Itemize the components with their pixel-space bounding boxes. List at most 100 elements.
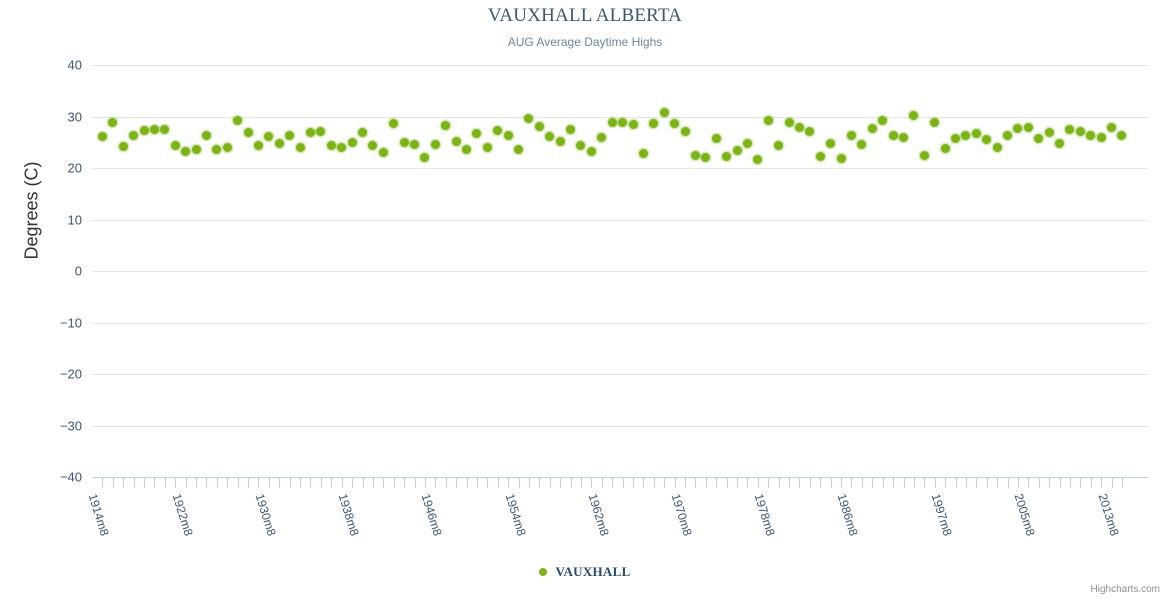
data-point[interactable]	[233, 115, 243, 125]
data-point[interactable]	[222, 142, 232, 152]
data-point[interactable]	[389, 119, 399, 129]
data-point[interactable]	[108, 118, 118, 128]
data-point[interactable]	[1055, 139, 1065, 149]
data-point[interactable]	[628, 119, 638, 129]
data-point[interactable]	[826, 139, 836, 149]
data-point[interactable]	[534, 122, 544, 132]
data-point[interactable]	[316, 126, 326, 136]
data-point[interactable]	[784, 117, 794, 127]
data-point[interactable]	[1096, 132, 1106, 142]
data-point[interactable]	[649, 119, 659, 129]
data-point[interactable]	[368, 140, 378, 150]
data-point[interactable]	[1034, 133, 1044, 143]
data-point[interactable]	[857, 140, 867, 150]
data-point[interactable]	[430, 139, 440, 149]
data-point[interactable]	[722, 152, 732, 162]
data-point[interactable]	[482, 142, 492, 152]
data-point[interactable]	[774, 141, 784, 151]
data-point[interactable]	[295, 142, 305, 152]
data-point[interactable]	[961, 130, 971, 140]
data-point[interactable]	[462, 144, 472, 154]
data-point[interactable]	[170, 141, 180, 151]
data-point[interactable]	[410, 140, 420, 150]
data-point[interactable]	[1003, 130, 1013, 140]
legend-item-vauxhall[interactable]: VAUXHALL	[539, 563, 630, 581]
data-point[interactable]	[201, 130, 211, 140]
data-point[interactable]	[451, 136, 461, 146]
data-point[interactable]	[1107, 123, 1117, 133]
data-point[interactable]	[493, 125, 503, 135]
data-point[interactable]	[742, 138, 752, 148]
data-point[interactable]	[836, 154, 846, 164]
data-point[interactable]	[545, 131, 555, 141]
data-point[interactable]	[940, 143, 950, 153]
data-point[interactable]	[846, 130, 856, 140]
data-point[interactable]	[503, 131, 513, 141]
data-point[interactable]	[951, 133, 961, 143]
data-point[interactable]	[888, 131, 898, 141]
data-point[interactable]	[659, 107, 669, 117]
data-point[interactable]	[899, 133, 908, 143]
data-point[interactable]	[690, 151, 700, 161]
data-point[interactable]	[441, 121, 451, 131]
data-point[interactable]	[305, 127, 315, 137]
data-point[interactable]	[1065, 125, 1075, 135]
data-point[interactable]	[253, 140, 263, 150]
data-point[interactable]	[597, 132, 607, 142]
data-point[interactable]	[399, 137, 409, 147]
data-point[interactable]	[753, 154, 763, 164]
data-point[interactable]	[794, 122, 804, 132]
data-point[interactable]	[139, 125, 149, 135]
data-point[interactable]	[1023, 123, 1033, 133]
data-point[interactable]	[1013, 123, 1023, 133]
data-point[interactable]	[274, 139, 284, 149]
data-point[interactable]	[191, 145, 201, 155]
data-point[interactable]	[524, 114, 534, 124]
data-point[interactable]	[129, 131, 139, 141]
data-point[interactable]	[805, 127, 815, 137]
data-point[interactable]	[326, 140, 336, 150]
data-point[interactable]	[181, 147, 191, 157]
data-point[interactable]	[763, 116, 773, 126]
data-point[interactable]	[264, 131, 274, 141]
data-point[interactable]	[670, 119, 680, 129]
data-point[interactable]	[1117, 130, 1127, 140]
data-point[interactable]	[160, 125, 170, 135]
data-point[interactable]	[638, 148, 648, 158]
data-point[interactable]	[118, 141, 128, 151]
data-point[interactable]	[815, 152, 825, 162]
data-point[interactable]	[909, 111, 919, 121]
data-point[interactable]	[982, 134, 992, 144]
data-point[interactable]	[337, 143, 347, 153]
data-point[interactable]	[867, 123, 877, 133]
data-point[interactable]	[472, 128, 482, 138]
data-point[interactable]	[212, 144, 222, 154]
data-point[interactable]	[919, 151, 929, 161]
data-point[interactable]	[243, 127, 253, 137]
data-point[interactable]	[514, 144, 524, 154]
data-point[interactable]	[701, 152, 711, 162]
data-point[interactable]	[1075, 127, 1085, 137]
data-point[interactable]	[378, 148, 388, 158]
data-point[interactable]	[566, 125, 576, 135]
data-point[interactable]	[930, 117, 940, 127]
data-point[interactable]	[555, 137, 565, 147]
data-point[interactable]	[971, 128, 981, 138]
data-point[interactable]	[97, 131, 107, 141]
data-point[interactable]	[576, 141, 586, 151]
data-point[interactable]	[607, 118, 617, 128]
data-point[interactable]	[347, 137, 357, 147]
data-point[interactable]	[420, 153, 430, 163]
data-point[interactable]	[1044, 127, 1054, 137]
data-point[interactable]	[618, 117, 628, 127]
data-point[interactable]	[358, 128, 367, 138]
data-point[interactable]	[586, 146, 596, 156]
data-point[interactable]	[1086, 131, 1096, 141]
data-point[interactable]	[285, 130, 295, 140]
data-point[interactable]	[149, 124, 159, 134]
data-point[interactable]	[992, 142, 1002, 152]
data-point[interactable]	[878, 116, 888, 126]
data-point[interactable]	[680, 127, 690, 137]
data-point[interactable]	[732, 145, 742, 155]
data-point[interactable]	[711, 133, 721, 143]
